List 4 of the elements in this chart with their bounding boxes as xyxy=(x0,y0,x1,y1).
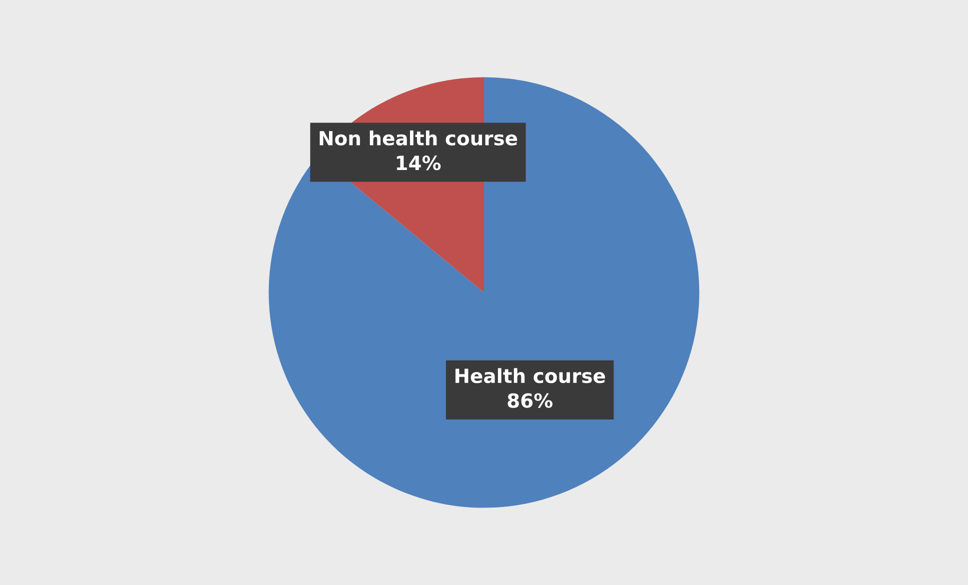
data-label: 14% xyxy=(396,156,441,170)
data-label: 86% xyxy=(508,393,552,408)
slice-label: Health course xyxy=(456,368,606,384)
slice-label: Non health course xyxy=(320,130,518,146)
